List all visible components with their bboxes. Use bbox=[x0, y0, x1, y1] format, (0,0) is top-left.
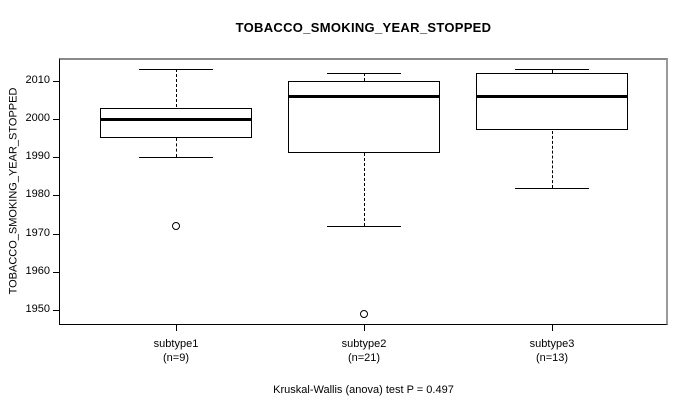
x-category-sublabel: (n=13) bbox=[535, 352, 569, 364]
x-tick-mark bbox=[364, 325, 365, 331]
upper-whisker-cap bbox=[139, 69, 213, 71]
y-tick-mark bbox=[53, 195, 59, 197]
y-tick-label: 2000 bbox=[25, 112, 50, 124]
y-tick-label: 1960 bbox=[25, 264, 50, 277]
lower-whisker-cap bbox=[327, 225, 401, 227]
x-category-sublabel: (n=9) bbox=[163, 352, 189, 364]
median-line bbox=[101, 118, 251, 121]
x-category-label: subtype1 bbox=[153, 338, 199, 350]
upper-whisker-line bbox=[552, 69, 553, 74]
x-category-sublabel: (n=21) bbox=[347, 352, 381, 364]
y-tick-label: 1980 bbox=[25, 188, 50, 201]
x-tick-mark bbox=[552, 325, 553, 331]
upper-whisker-cap bbox=[327, 73, 401, 75]
y-tick-mark bbox=[53, 119, 59, 120]
upper-whisker-line bbox=[176, 69, 177, 108]
lower-whisker-cap bbox=[515, 187, 589, 189]
median-line bbox=[477, 95, 627, 99]
y-tick-mark bbox=[53, 80, 59, 82]
y-tick-label: 1950 bbox=[25, 302, 50, 315]
y-tick-label: 2010 bbox=[25, 73, 50, 86]
chart-title: TOBACCO_SMOKING_YEAR_STOPPED bbox=[235, 20, 492, 35]
x-category-label: subtype3 bbox=[529, 338, 575, 350]
box-iqr bbox=[288, 80, 440, 154]
y-tick-mark bbox=[53, 271, 59, 273]
lower-whisker-line bbox=[176, 138, 177, 158]
upper-whisker-line bbox=[364, 73, 365, 81]
y-tick-label: 1970 bbox=[25, 226, 50, 239]
outlier-point bbox=[360, 309, 368, 318]
y-tick-mark bbox=[53, 233, 59, 235]
lower-whisker-cap bbox=[139, 157, 213, 159]
lower-whisker-line bbox=[364, 153, 365, 226]
x-category-label: subtype2 bbox=[341, 338, 387, 350]
box-iqr bbox=[100, 107, 252, 139]
kruskal-wallis-caption: Kruskal-Wallis (anova) test P = 0.497 bbox=[273, 384, 454, 396]
y-tick-mark bbox=[53, 309, 59, 311]
upper-whisker-cap bbox=[515, 69, 589, 71]
box-iqr bbox=[476, 73, 628, 131]
x-tick-mark bbox=[176, 325, 177, 331]
median-line bbox=[289, 95, 439, 99]
outlier-point bbox=[172, 221, 180, 230]
y-tick-mark bbox=[53, 157, 59, 159]
y-tick-label: 1990 bbox=[25, 150, 50, 163]
lower-whisker-line bbox=[552, 130, 553, 188]
